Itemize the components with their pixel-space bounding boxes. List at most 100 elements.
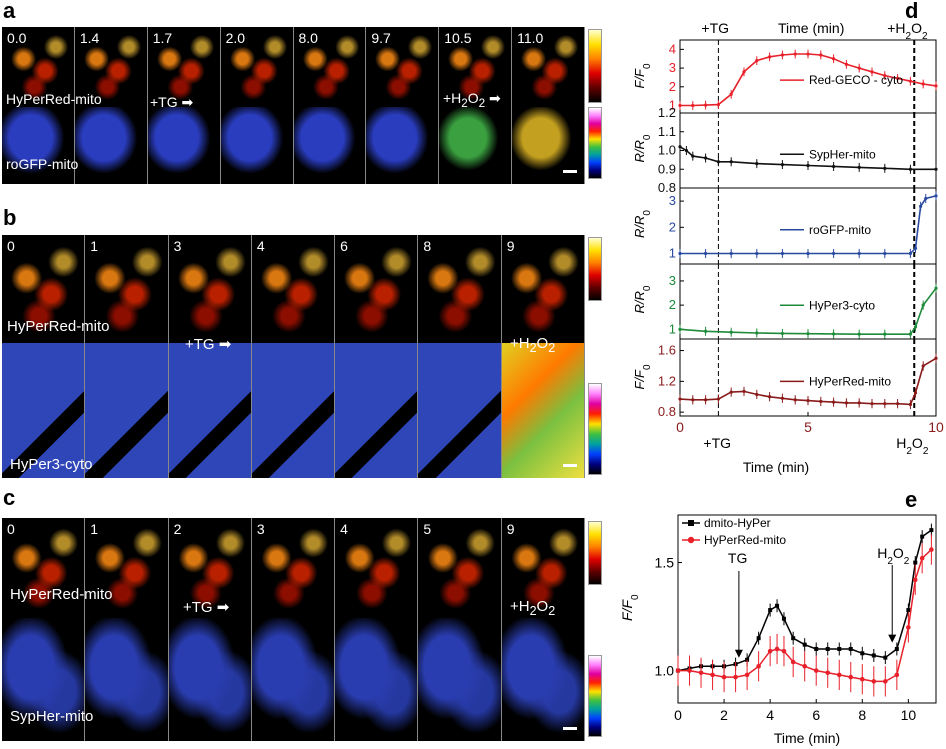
data-point <box>780 331 784 336</box>
data-point <box>906 625 911 630</box>
scale-bar <box>563 170 577 173</box>
data-point <box>871 679 877 684</box>
data-point <box>883 402 887 406</box>
data-point <box>896 402 900 406</box>
arrow-right-icon: ➡ <box>489 90 501 106</box>
data-point <box>729 390 733 394</box>
image-frame: 9 <box>501 518 585 741</box>
data-point <box>929 547 934 552</box>
arrow-head-icon <box>734 649 743 658</box>
y-tick-label: 3 <box>669 193 676 208</box>
image-frame: 2 <box>168 518 252 741</box>
h2o2-label-b: +H2O2 <box>510 335 556 355</box>
image-frame: 3 <box>168 235 252 478</box>
panel-label-a: a <box>3 0 16 23</box>
data-point <box>921 364 925 368</box>
fluorescence-image-top <box>251 518 335 618</box>
data-point <box>744 672 750 678</box>
fluorescence-image-top <box>251 235 335 343</box>
legend-label: dmito-HyPer <box>704 516 771 530</box>
fluorescence-image-bottom <box>501 343 584 478</box>
fluorescence-image-top <box>147 27 220 107</box>
x-tick-label: 0 <box>676 419 684 435</box>
data-point <box>883 332 887 336</box>
data-point <box>832 400 836 404</box>
y-tick-label: 1.0 <box>655 663 675 679</box>
data-point <box>806 251 810 256</box>
data-point <box>883 251 887 256</box>
data-point <box>791 636 796 641</box>
data-point <box>678 397 682 401</box>
x-tick-label: 0 <box>674 707 682 723</box>
fluorescence-image-top <box>439 27 512 107</box>
legend-marker <box>688 520 694 526</box>
data-point <box>704 329 708 333</box>
fluorescence-image-bottom <box>2 107 74 184</box>
data-point <box>755 331 759 335</box>
data-point <box>780 396 784 400</box>
frame-time-label: 9.7 <box>371 30 391 46</box>
frame-time-label: 5 <box>423 521 432 537</box>
fluorescence-image-bottom <box>251 343 335 478</box>
frame-time-label: 1.7 <box>152 30 173 46</box>
fluorescence-image-bottom <box>366 107 439 184</box>
data-point <box>729 92 733 96</box>
data-point <box>704 251 708 256</box>
data-point <box>825 670 831 676</box>
image-frame: 4 <box>251 235 336 478</box>
data-point <box>832 57 836 61</box>
x-axis-label: Time (min) <box>743 459 809 475</box>
data-point <box>675 668 681 673</box>
fluorescence-image-bottom <box>74 107 147 184</box>
image-frame: 9 <box>501 235 585 478</box>
frame-time-label: 1.4 <box>79 30 100 46</box>
fluorescence-image-top <box>2 27 74 107</box>
data-point <box>894 672 900 678</box>
legend-label: HyPerRed-mito <box>809 374 891 388</box>
tg-label-b: +TG ➡ <box>185 336 232 353</box>
fluorescence-image-top <box>501 235 584 343</box>
frame-time-label: 1 <box>90 238 99 254</box>
fluorescence-image-bottom <box>418 618 501 741</box>
frame-time-label: 8.0 <box>298 30 318 46</box>
panel-label-d: d <box>905 0 919 23</box>
data-point <box>848 646 853 651</box>
sensor-label-bottom-a: roGFP-mito <box>6 156 79 172</box>
colorbar-red <box>588 29 602 103</box>
arrow-right-icon: ➡ <box>181 94 194 110</box>
y-tick-label: 1.6 <box>658 343 676 358</box>
y-tick-label: 1.0 <box>658 143 676 158</box>
fluorescence-image-top <box>168 518 251 618</box>
x-tick-label: 8 <box>858 707 866 723</box>
data-point <box>832 164 836 169</box>
data-point <box>912 577 918 583</box>
arrow-right-icon: ➡ <box>216 599 230 616</box>
colorbar-red <box>588 521 602 585</box>
image-strip-b: 0 1 3 4 6 8 9 <box>2 235 585 478</box>
data-point <box>691 103 695 108</box>
colorbar-ratio <box>588 107 602 179</box>
y-tick-label: 4 <box>669 41 676 56</box>
data-point <box>908 332 912 336</box>
data-point <box>859 676 865 682</box>
data-point <box>780 53 784 57</box>
y-tick-label: 2 <box>669 297 676 312</box>
h2o2-label-c: +H2O2 <box>510 598 556 618</box>
data-point <box>924 196 928 201</box>
fluorescence-image-top <box>168 235 251 343</box>
data-point <box>806 163 810 168</box>
data-point <box>908 167 912 171</box>
fluorescence-image-top <box>85 235 168 343</box>
y-tick-label: 2 <box>669 219 676 234</box>
image-frame: 3 <box>251 518 336 741</box>
sensor-label-bottom-c: SypHer-mito <box>10 708 94 725</box>
y-axis-label: R/R0 <box>632 210 653 238</box>
y-tick-label: 0.8 <box>658 180 676 195</box>
fluorescence-image-top <box>2 518 85 618</box>
fluorescence-image-bottom <box>168 343 251 478</box>
data-point <box>919 555 925 561</box>
y-tick-label: 3 <box>669 60 676 75</box>
arrow-right-icon: ➡ <box>218 336 232 353</box>
x-tick-label: 5 <box>804 419 812 435</box>
data-point <box>756 636 761 641</box>
